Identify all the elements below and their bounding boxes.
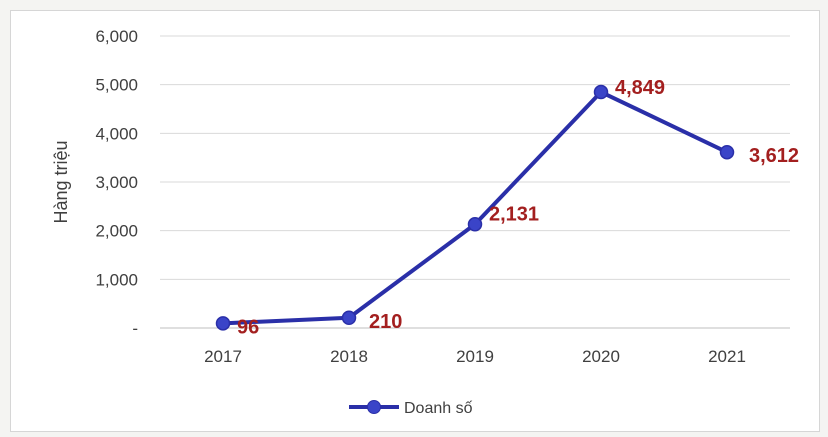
legend-label: Doanh số [404, 400, 473, 417]
y-tick-label: 3,000 [95, 173, 138, 192]
x-tick-label: 2018 [330, 347, 368, 366]
y-tick-label: 6,000 [95, 27, 138, 46]
data-point [341, 310, 357, 326]
x-tick-label: 2019 [456, 347, 494, 366]
data-labels: 96 210 2,131 4,849 3,612 [237, 77, 799, 338]
legend: Doanh số [349, 400, 473, 417]
y-tick-label: 4,000 [95, 124, 138, 143]
legend-marker-swatch [367, 400, 381, 414]
y-axis-label: Hàng triệu [51, 140, 71, 223]
series-group [215, 84, 735, 331]
x-tick-label: 2021 [708, 347, 746, 366]
x-tick-label: 2020 [582, 347, 620, 366]
data-label: 210 [369, 311, 402, 333]
series-line [221, 90, 729, 326]
grid-lines [160, 35, 790, 329]
data-point [467, 217, 483, 232]
data-label: 3,612 [749, 145, 799, 167]
data-label: 2,131 [489, 203, 539, 225]
data-label: 4,849 [615, 77, 665, 99]
y-tick-label: - [132, 319, 138, 338]
chart-frame [10, 10, 820, 432]
x-axis-ticks: 2017 2018 2019 2020 2021 [204, 347, 746, 366]
x-tick-label: 2017 [204, 347, 242, 366]
data-point [719, 144, 735, 160]
data-point [593, 84, 609, 100]
y-tick-label: 5,000 [95, 76, 138, 95]
y-axis-ticks: - 1,000 2,000 3,000 4,000 5,000 6,000 [95, 27, 138, 338]
data-label: 96 [237, 316, 259, 338]
y-tick-label: 2,000 [95, 222, 138, 241]
data-point [215, 316, 231, 331]
y-tick-label: 1,000 [95, 270, 138, 289]
